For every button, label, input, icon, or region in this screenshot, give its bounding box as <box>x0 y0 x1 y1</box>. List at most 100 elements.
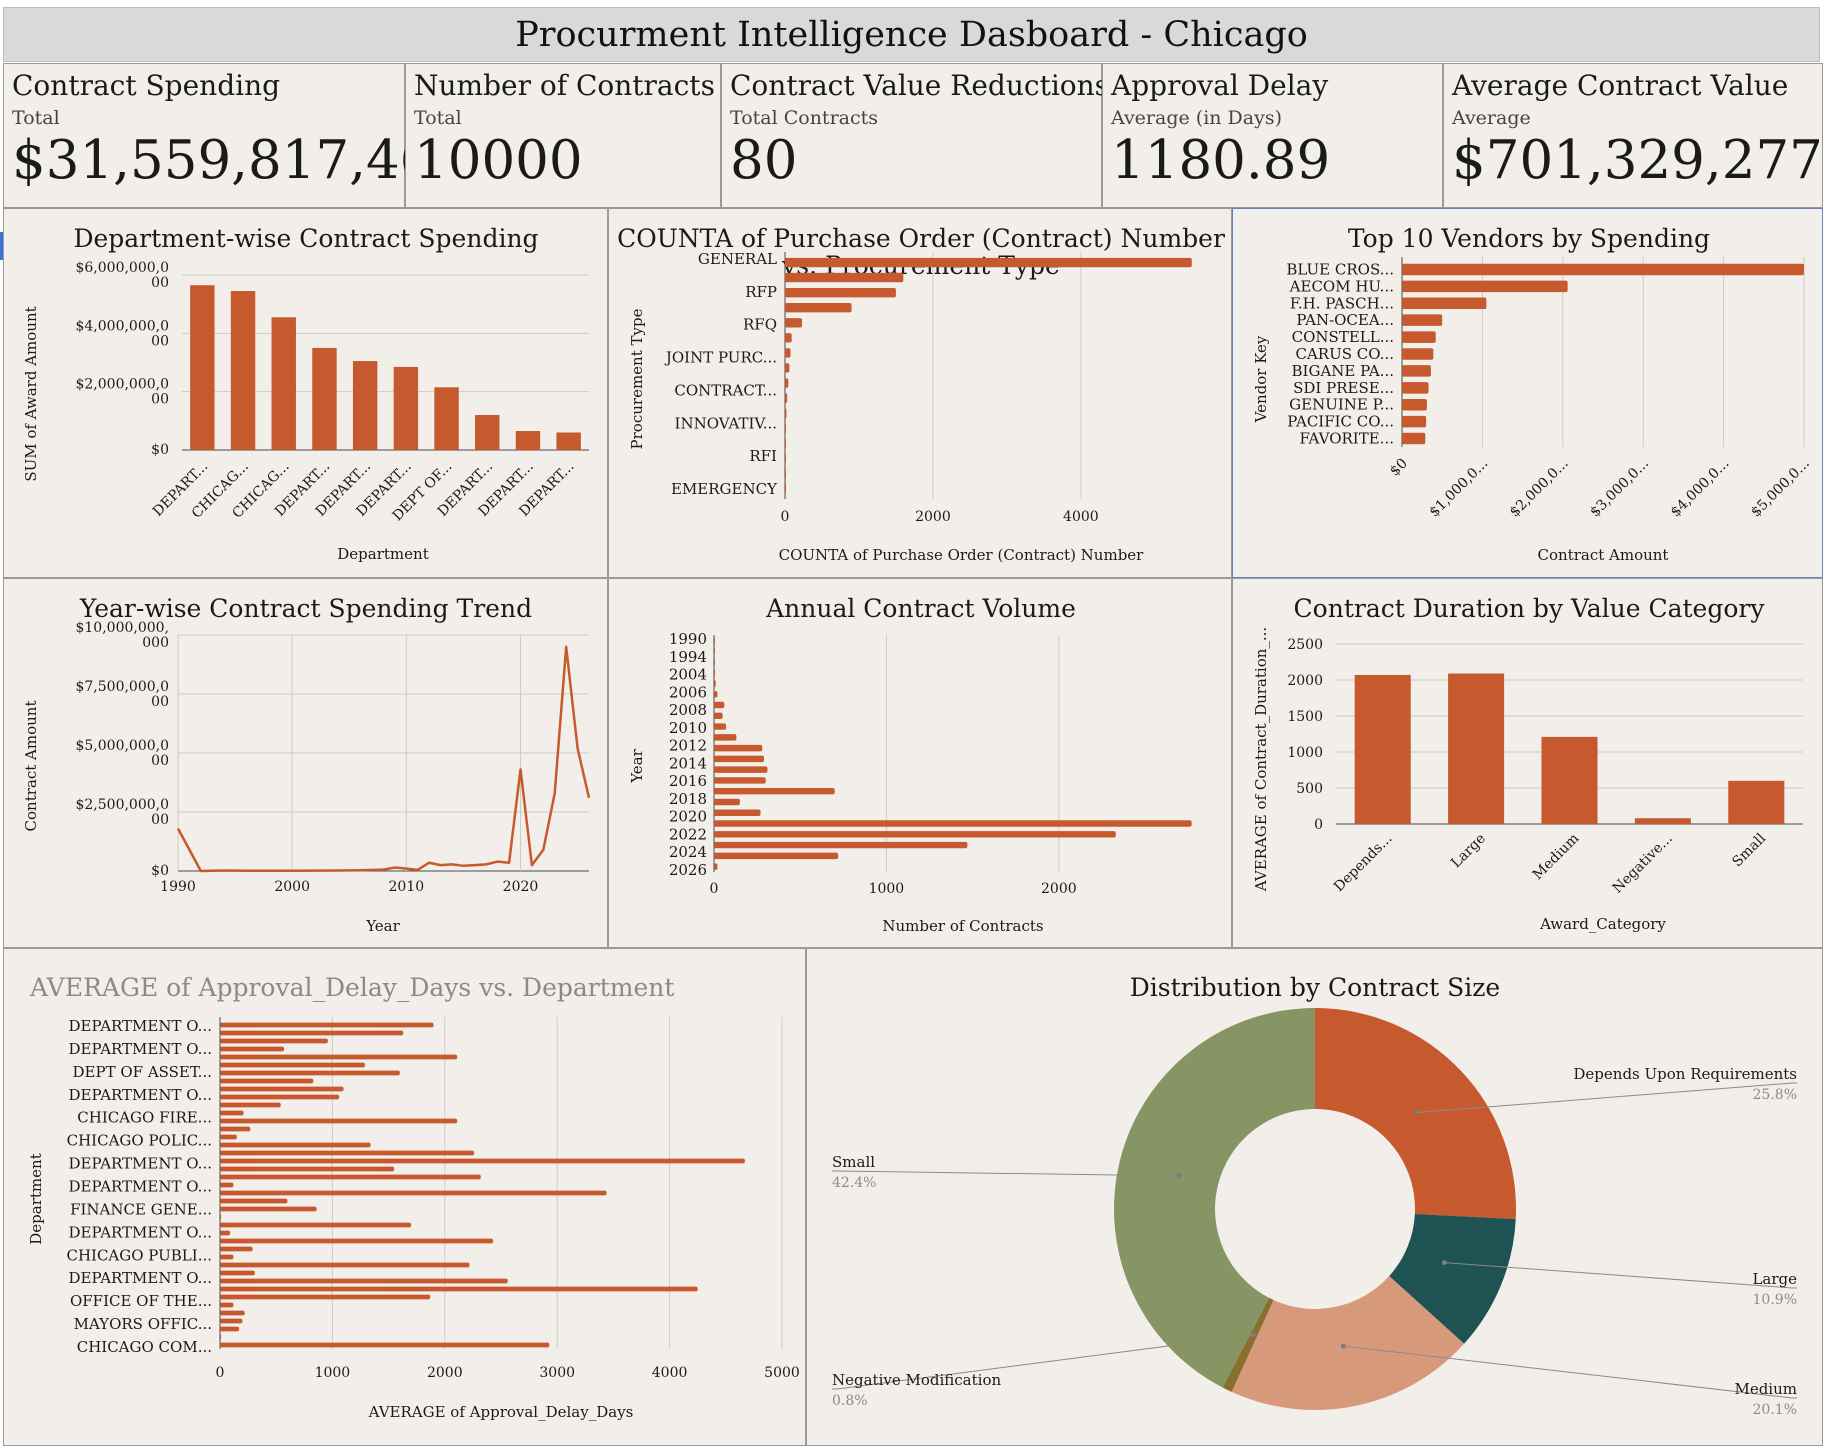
bar <box>785 423 786 433</box>
bar <box>220 1062 365 1068</box>
chart-panel-year-trend[interactable]: Year-wise Contract Spending Trend $0 $2,50… <box>3 578 608 948</box>
leader-line <box>1444 1262 1797 1289</box>
leader-line <box>1416 1082 1797 1114</box>
y-tick-label: CHICAGO FIRE... <box>77 1109 212 1127</box>
leader-line <box>832 1170 1179 1177</box>
approval-delay-chart: AVERAGE of Approval_Delay_Days vs. Depar… <box>27 973 800 1421</box>
chart-panel-dept-spending[interactable]: Department-wise Contract Spending $0 $2,00… <box>3 208 608 578</box>
chart-title: Contract Duration by Value Category <box>1294 594 1766 623</box>
x-tick-label: Large <box>1448 831 1489 872</box>
y-axis-label: SUM of Award Amount <box>22 306 40 481</box>
y-tick-label: BLUE CROS... <box>1286 260 1394 278</box>
y-axis-label: AVERAGE of Contract_Duration_... <box>1252 627 1270 892</box>
bar <box>220 1342 550 1348</box>
bar <box>1402 331 1436 343</box>
leader-line <box>832 1334 1254 1390</box>
kpi-subtitle: Average <box>1452 107 1531 129</box>
leader-line <box>1343 1345 1797 1399</box>
x-tick-label: 2000 <box>427 1365 463 1381</box>
y-tick-label: AECOM HU... <box>1289 277 1394 295</box>
bar <box>220 1142 371 1148</box>
x-tick-label: $4,000,0... <box>1668 456 1733 521</box>
y-tick-label: PACIFIC CO... <box>1287 413 1394 431</box>
kpi-title: Contract Spending <box>12 69 281 102</box>
bar <box>220 1310 245 1316</box>
y-tick-label: 2006 <box>669 683 707 701</box>
y-tick-label: RFI <box>749 447 777 465</box>
bar <box>220 1222 412 1228</box>
bar <box>220 1190 607 1196</box>
slice-label: Depends Upon Requirements <box>1573 1065 1797 1083</box>
bar <box>220 1166 395 1172</box>
bar <box>785 257 1192 268</box>
y-tick-label: MAYORS OFFIC... <box>74 1315 212 1333</box>
chart-panel-approval-delay[interactable]: AVERAGE of Approval_Delay_Days vs. Depar… <box>3 948 806 1446</box>
bar <box>714 637 715 644</box>
bar <box>785 378 789 388</box>
kpi-value: $31,559,817,466 <box>12 130 468 191</box>
y-tick-label: 2020 <box>669 808 707 826</box>
slice-percent: 42.4% <box>832 1175 876 1191</box>
bar <box>1402 415 1427 428</box>
kpi-title: Number of Contracts <box>414 69 715 102</box>
bar <box>230 291 256 450</box>
y-tick-label: DEPARTMENT O... <box>69 1269 213 1287</box>
chart-panel-duration-category[interactable]: Contract Duration by Value Category 0 500 1… <box>1232 578 1823 948</box>
pie-slice <box>1222 1297 1274 1392</box>
chart-panel-annual-volume[interactable]: Annual Contract Volume 0 1000 2000 1990 1994 2… <box>608 578 1232 948</box>
y-tick-label: FINANCE GENE... <box>70 1200 212 1218</box>
bar <box>714 744 763 752</box>
y-tick-label: 000 <box>142 635 169 651</box>
bar <box>785 303 852 313</box>
bar <box>714 852 839 860</box>
y-tick-label: DEPARTMENT O... <box>69 1155 213 1173</box>
chart-title: Distribution by Contract Size <box>1130 973 1500 1002</box>
kpi-contract-value-reductions: Contract Value Reductions Total Contract… <box>721 63 1109 208</box>
x-tick-label: 1000 <box>869 881 905 897</box>
bar <box>1402 297 1487 310</box>
y-tick-label: FAVORITE... <box>1299 430 1394 448</box>
bar <box>352 361 378 450</box>
bar <box>220 1102 281 1108</box>
bar <box>714 863 718 870</box>
chart-title: COUNTA of Purchase Order (Contract) Numb… <box>617 224 1225 253</box>
y-tick-label: $10,000,000, <box>75 620 169 636</box>
y-tick-label: DEPARTMENT O... <box>69 1040 213 1058</box>
bar <box>271 317 296 450</box>
bar <box>220 1030 404 1036</box>
y-tick-label: 2012 <box>669 737 707 755</box>
x-axis-label: Department <box>337 545 428 563</box>
bar <box>785 393 788 403</box>
y-tick-label: RFQ <box>743 316 777 334</box>
chart-title: Department-wise Contract Spending <box>73 224 538 253</box>
procurement-type-chart: COUNTA of Purchase Order (Contract) Numb… <box>617 224 1225 564</box>
bar <box>714 798 740 806</box>
bar <box>220 1086 344 1092</box>
chart-title: Year-wise Contract Spending Trend <box>79 594 532 623</box>
kpi-value: 1180.89 <box>1111 130 1331 191</box>
bar <box>393 366 419 450</box>
kpi-title: Approval Delay <box>1111 69 1329 102</box>
chart-panel-contract-size[interactable]: Distribution by Contract Size Depends Upo… <box>806 948 1823 1446</box>
y-tick-label: 0 <box>1314 817 1323 833</box>
bar <box>714 755 764 763</box>
y-tick-label: $6,000,000,0 <box>75 260 169 276</box>
x-tick-label: 2010 <box>389 879 425 895</box>
y-tick-label: $7,500,000,0 <box>75 679 169 695</box>
x-tick-label: $1,000,0... <box>1426 456 1491 521</box>
bar <box>220 1254 234 1260</box>
bar <box>220 1126 251 1132</box>
chart-panel-top-vendors[interactable]: Top 10 Vendors by Spending $0 $1,000,0... $… <box>1232 208 1823 578</box>
y-tick-label: 00 <box>151 753 169 769</box>
bar <box>220 1094 340 1100</box>
bar <box>556 432 581 450</box>
bar <box>220 1134 237 1140</box>
pie-slice <box>1114 1008 1315 1388</box>
bar <box>190 285 215 450</box>
bar <box>785 363 790 373</box>
chart-panel-procurement-type[interactable]: COUNTA of Purchase Order (Contract) Numb… <box>608 208 1232 578</box>
bar <box>714 820 1192 827</box>
x-tick-label: 2000 <box>1041 881 1077 897</box>
bar <box>312 347 337 450</box>
